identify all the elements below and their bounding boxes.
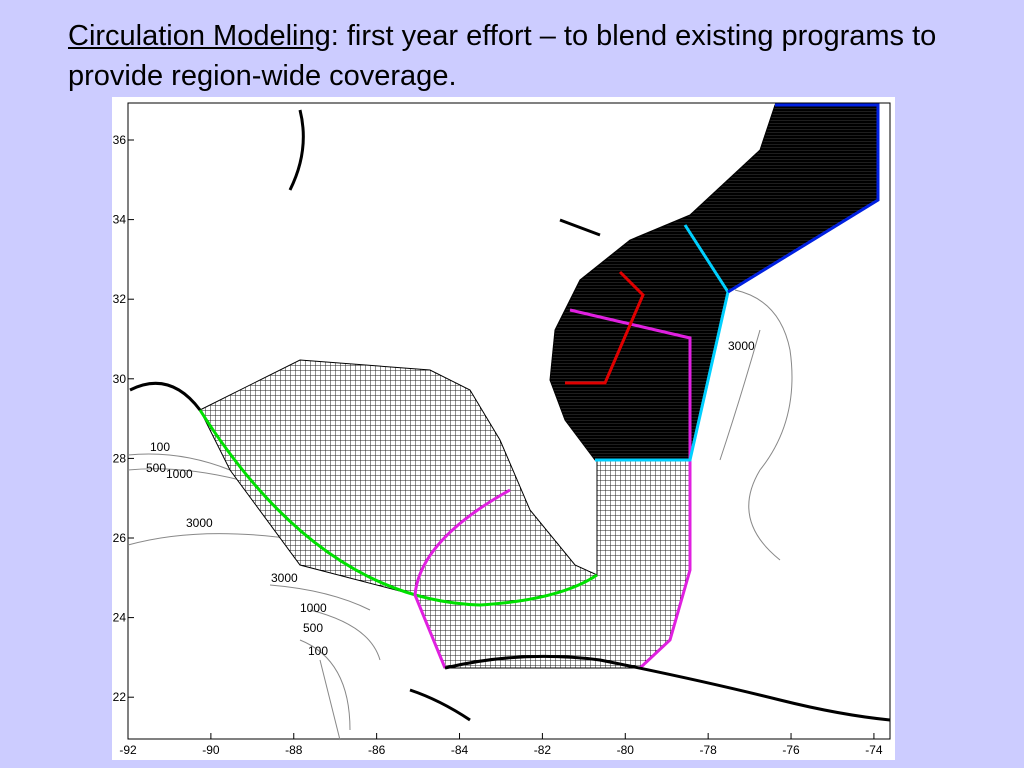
cuba-coast: [409, 654, 891, 722]
y-tick-label: 32: [113, 292, 127, 306]
y-tick-label: 36: [113, 133, 127, 147]
coastline: [129, 109, 601, 411]
x-tick-label: -76: [782, 743, 800, 757]
blue-boundary: [727, 103, 880, 294]
y-tick-label: 34: [113, 213, 127, 227]
contour-labels: 100 500 1000 3000 3000 1000 500 100 3000: [146, 339, 755, 658]
contour-label: 1000: [300, 601, 327, 615]
x-tick-label: -82: [534, 743, 552, 757]
contour-label: 1000: [166, 467, 193, 481]
title-rest: : first year effort – to blend existing …: [68, 20, 937, 92]
x-tick-label: -84: [451, 743, 469, 757]
contour-label: 3000: [728, 339, 755, 353]
magenta-boundary: [413, 308, 692, 670]
contour-label: 500: [303, 621, 323, 635]
slide-title: Circulation Modeling: first year effort …: [68, 16, 968, 96]
contour-label: 3000: [186, 516, 213, 530]
cyan-boundary: [595, 224, 730, 462]
x-tick-label: -92: [119, 743, 137, 757]
y-tick-label: 26: [113, 531, 127, 545]
y-tick-label: 24: [113, 611, 127, 625]
y-tick-label: 30: [113, 372, 127, 386]
x-tick-label: -80: [617, 743, 635, 757]
contour-label: 500: [146, 461, 166, 475]
x-tick-label: -86: [368, 743, 386, 757]
y-tick-label: 28: [113, 451, 127, 465]
title-bold: Circulation Modeling: [68, 20, 331, 52]
contour-label: 3000: [271, 571, 298, 585]
green-boundary: [198, 409, 598, 607]
contour-label: 100: [150, 440, 170, 454]
y-tick-label: 22: [113, 690, 127, 704]
x-tick-label: -90: [202, 743, 220, 757]
x-tick-label: -74: [865, 743, 883, 757]
contours: [127, 289, 793, 741]
contour-label: 100: [308, 644, 328, 658]
x-tick-label: -78: [699, 743, 717, 757]
plot-box: [127, 102, 891, 740]
red-boundary: [565, 270, 645, 385]
x-tick-label: -88: [285, 743, 303, 757]
